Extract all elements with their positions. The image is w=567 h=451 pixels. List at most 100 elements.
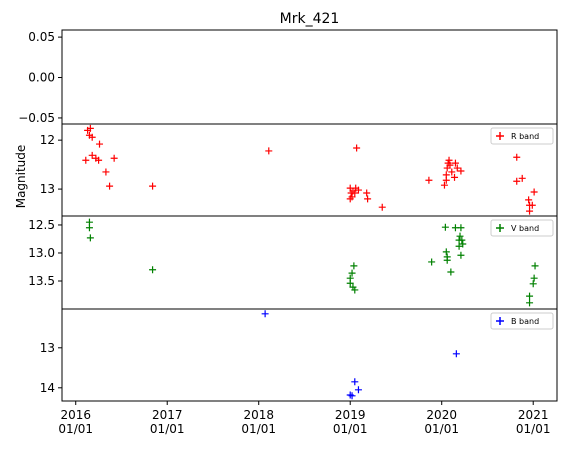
data-point (110, 154, 118, 162)
plot-frame (61, 308, 558, 402)
data-point (346, 195, 354, 203)
y-tick-label: 0.00 (28, 71, 55, 85)
data-point (348, 392, 356, 400)
legend: B band (490, 312, 554, 330)
plot-frame (61, 123, 558, 217)
data-point (526, 292, 534, 300)
data-point (459, 240, 467, 248)
data-point (88, 133, 96, 141)
data-point (455, 242, 463, 250)
legend-marker (496, 224, 504, 232)
data-point (456, 232, 464, 240)
data-point (453, 164, 461, 172)
x-tick-label: 2019 01/01 (332, 408, 368, 436)
data-point (85, 224, 93, 232)
data-point (350, 262, 358, 270)
legend-box (490, 219, 554, 237)
data-point (448, 168, 456, 176)
data-point (102, 168, 110, 176)
y-axis-label: Magnitude (14, 145, 28, 209)
data-point (353, 144, 361, 152)
data-point (530, 188, 538, 196)
data-point (458, 236, 466, 244)
data-point (441, 223, 449, 231)
data-point (526, 299, 534, 307)
y-tick-label: 13.0 (28, 246, 55, 260)
data-point (351, 378, 359, 386)
data-point (95, 156, 103, 164)
data-point (86, 234, 94, 242)
data-point (86, 124, 94, 132)
data-point (351, 286, 359, 294)
data-point (529, 280, 537, 288)
data-point (354, 386, 362, 394)
data-point (378, 203, 386, 211)
data-point (106, 182, 114, 190)
data-point (82, 156, 90, 164)
y-tick-label: 0.05 (28, 30, 55, 44)
data-point (443, 256, 451, 264)
data-point (518, 174, 526, 182)
y-tick-label: 12.5 (28, 218, 55, 232)
y-tick-label: 14 (40, 381, 55, 395)
data-point (425, 176, 433, 184)
x-tick-label: 2017 01/01 (149, 408, 185, 436)
data-point (526, 207, 534, 215)
data-point (440, 181, 448, 189)
legend-marker (496, 317, 504, 325)
plot-frame (61, 29, 558, 125)
data-point (447, 268, 455, 276)
y-tick-label: 13 (40, 182, 55, 196)
data-point (446, 161, 454, 169)
data-point (428, 258, 436, 266)
legend: V band (490, 219, 554, 237)
data-point (457, 224, 465, 232)
data-point (513, 177, 521, 185)
data-point (530, 274, 538, 282)
data-point (149, 182, 157, 190)
chart-title: Mrk_421 (280, 11, 340, 27)
data-point (354, 186, 362, 194)
data-point (149, 266, 157, 274)
data-point (525, 196, 533, 204)
x-tick-label: 2018 01/01 (241, 408, 277, 436)
data-point (442, 248, 450, 256)
data-point (528, 201, 536, 209)
data-point (531, 262, 539, 270)
legend: R band (490, 127, 554, 145)
data-point (457, 167, 465, 175)
x-tick-label: 2021 01/01 (515, 408, 551, 436)
y-tick-label: −0.05 (18, 111, 55, 125)
legend-box (490, 127, 554, 145)
y-tick-label: 13.5 (28, 274, 55, 288)
data-point (265, 147, 273, 155)
data-point (442, 171, 450, 179)
data-point (457, 251, 465, 259)
data-point (348, 269, 356, 277)
legend-box (490, 312, 554, 330)
data-point (364, 195, 372, 203)
data-point (363, 189, 371, 197)
data-point (451, 159, 459, 167)
data-point (346, 279, 354, 287)
legend-label: V band (511, 224, 539, 233)
data-point (351, 189, 359, 197)
legend-label: R band (511, 132, 539, 141)
x-tick-label: 2016 01/01 (58, 408, 94, 436)
plot-frame (61, 215, 558, 310)
data-point (346, 391, 354, 399)
data-point (452, 350, 460, 358)
legend-label: B band (511, 317, 539, 326)
y-tick-label: 12 (40, 133, 55, 147)
data-point (96, 140, 104, 148)
data-point (88, 151, 96, 159)
legend-marker (496, 132, 504, 140)
y-tick-label: 13 (40, 341, 55, 355)
data-point (451, 173, 459, 181)
data-point (261, 310, 269, 318)
data-point (513, 153, 521, 161)
data-point (445, 156, 453, 164)
x-tick-label: 2020 01/01 (424, 408, 459, 436)
